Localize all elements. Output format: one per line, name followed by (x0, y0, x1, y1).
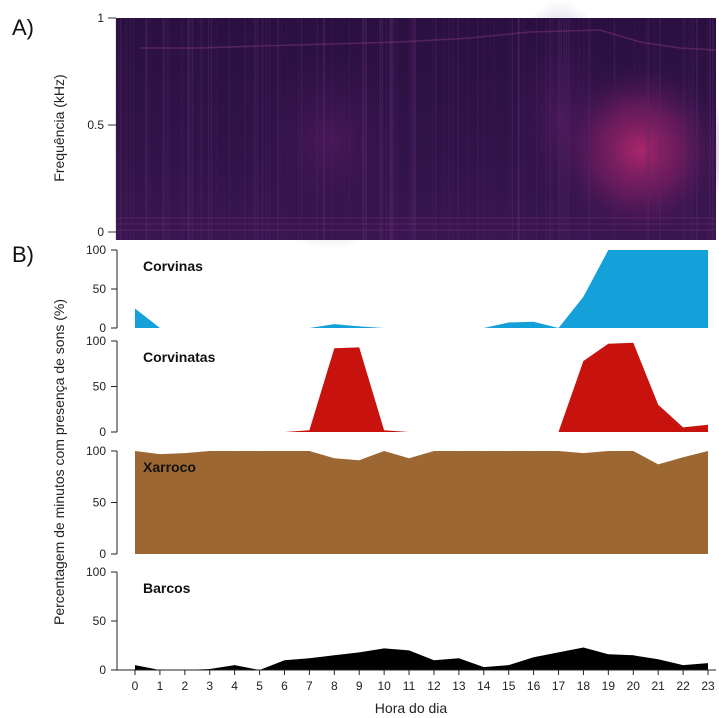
xtick-label: 22 (676, 679, 690, 693)
ytick-label: 0 (99, 425, 106, 439)
ytick-label: 100 (86, 334, 106, 348)
xtick-label: 9 (356, 679, 363, 693)
ytick-label: 0 (99, 547, 106, 561)
xtick-label: 17 (552, 679, 566, 693)
xtick-label: 1 (157, 679, 164, 693)
area-xarroco (135, 451, 708, 554)
spectrogram-ytick-label: 0 (97, 225, 104, 239)
panel-b-ylabel: Percentagem de minutos com presença de s… (51, 299, 67, 625)
spectrogram-stripes (115, 18, 717, 240)
xtick-label: 0 (132, 679, 139, 693)
xtick-label: 12 (427, 679, 441, 693)
xtick-label: 21 (651, 679, 665, 693)
xtick-label: 15 (502, 679, 516, 693)
spectrogram-glow-night (240, 30, 420, 250)
area-panel-corvinatas: 100 50 0 Corvinatas (86, 334, 709, 439)
series-label-barcos: Barcos (143, 580, 191, 596)
xtick-label: 16 (527, 679, 541, 693)
panel-b-label: B) (12, 242, 34, 267)
area-panel-xarroco: 100 50 0 Xarroco (86, 444, 709, 561)
panel-a-ylabel: Frequência (kHz) (51, 74, 67, 181)
xtick-label: 3 (206, 679, 213, 693)
spectrogram-y-ticks: 10.50 (87, 11, 116, 239)
ytick-label: 0 (99, 321, 106, 335)
ytick-label: 50 (93, 614, 107, 628)
xtick-label: 18 (577, 679, 591, 693)
spectrogram-ytick-label: 0.5 (87, 118, 104, 132)
ytick-label: 50 (93, 380, 107, 394)
area-barcos (135, 647, 708, 670)
xtick-label: 7 (306, 679, 313, 693)
area-panels: 100 50 0 Corvinas 100 50 0 Corvinatas 100 50 0 Xarr… (86, 243, 709, 677)
xtick-label: 10 (377, 679, 391, 693)
spectrogram-hotspot (550, 60, 719, 240)
area-panel-corvinas: 100 50 0 Corvinas (86, 243, 709, 335)
area-corvinas (135, 250, 708, 328)
x-axis: 0 1 2 3 4 5 6 7 8 9 10 11 12 13 14 15 16 17 18 19 20 21 22 23 (117, 669, 716, 693)
ytick-label: 50 (93, 496, 107, 510)
spectrogram-ytick-label: 1 (97, 11, 104, 25)
xtick-label: 5 (256, 679, 263, 693)
xtick-label: 6 (281, 679, 288, 693)
xtick-label: 14 (477, 679, 491, 693)
series-label-xarroco: Xarroco (143, 459, 196, 475)
spectrogram-trace (140, 29, 717, 51)
ytick-label: 100 (86, 243, 106, 257)
xtick-label: 20 (627, 679, 641, 693)
xtick-label: 2 (181, 679, 188, 693)
series-label-corvinas: Corvinas (143, 258, 203, 274)
area-corvinatas (135, 342, 708, 432)
panel-a-label: A) (12, 15, 34, 40)
spectrogram (115, 0, 719, 250)
xtick-label: 4 (231, 679, 238, 693)
xtick-label: 13 (452, 679, 466, 693)
xtick-label: 23 (701, 679, 715, 693)
ytick-label: 50 (93, 282, 107, 296)
x-axis-title: Hora do dia (375, 700, 448, 716)
ytick-label: 0 (99, 663, 106, 677)
area-panel-barcos: 100 50 0 Barcos (86, 565, 709, 677)
xtick-label: 8 (331, 679, 338, 693)
ytick-label: 100 (86, 565, 106, 579)
ytick-label: 100 (86, 444, 106, 458)
xtick-label: 11 (403, 679, 416, 693)
xtick-label: 19 (602, 679, 616, 693)
series-label-corvinatas: Corvinatas (143, 349, 216, 365)
